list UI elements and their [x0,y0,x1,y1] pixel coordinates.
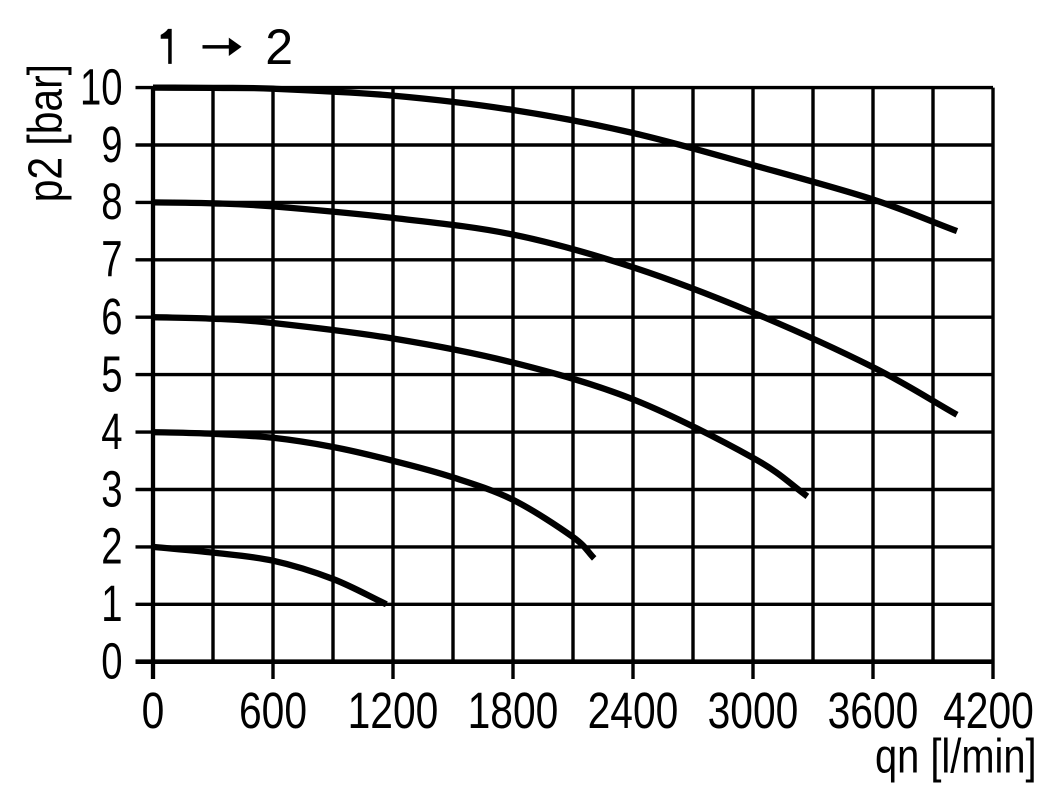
svg-text:10: 10 [80,58,123,116]
svg-text:3: 3 [101,460,122,518]
svg-text:4200: 4200 [943,682,1034,739]
svg-text:3600: 3600 [828,682,919,739]
svg-text:1800: 1800 [468,682,559,739]
svg-text:4: 4 [101,403,122,461]
svg-text:8: 8 [101,173,122,231]
svg-text:p2 [bar]: p2 [bar] [19,64,72,202]
svg-text:1: 1 [101,575,122,633]
svg-text:qn [l/min]: qn [l/min] [875,730,1037,783]
svg-text:7: 7 [101,230,122,288]
svg-text:1200: 1200 [348,682,439,739]
svg-text:2400: 2400 [588,682,679,739]
svg-text:0: 0 [101,632,122,690]
svg-text:600: 600 [239,682,307,739]
svg-text:2: 2 [265,19,293,75]
svg-text:5: 5 [101,345,122,403]
svg-text:0: 0 [142,682,165,739]
svg-text:3000: 3000 [708,682,799,739]
svg-text:2: 2 [101,517,122,575]
svg-text:9: 9 [101,115,122,173]
svg-text:6: 6 [101,288,122,346]
